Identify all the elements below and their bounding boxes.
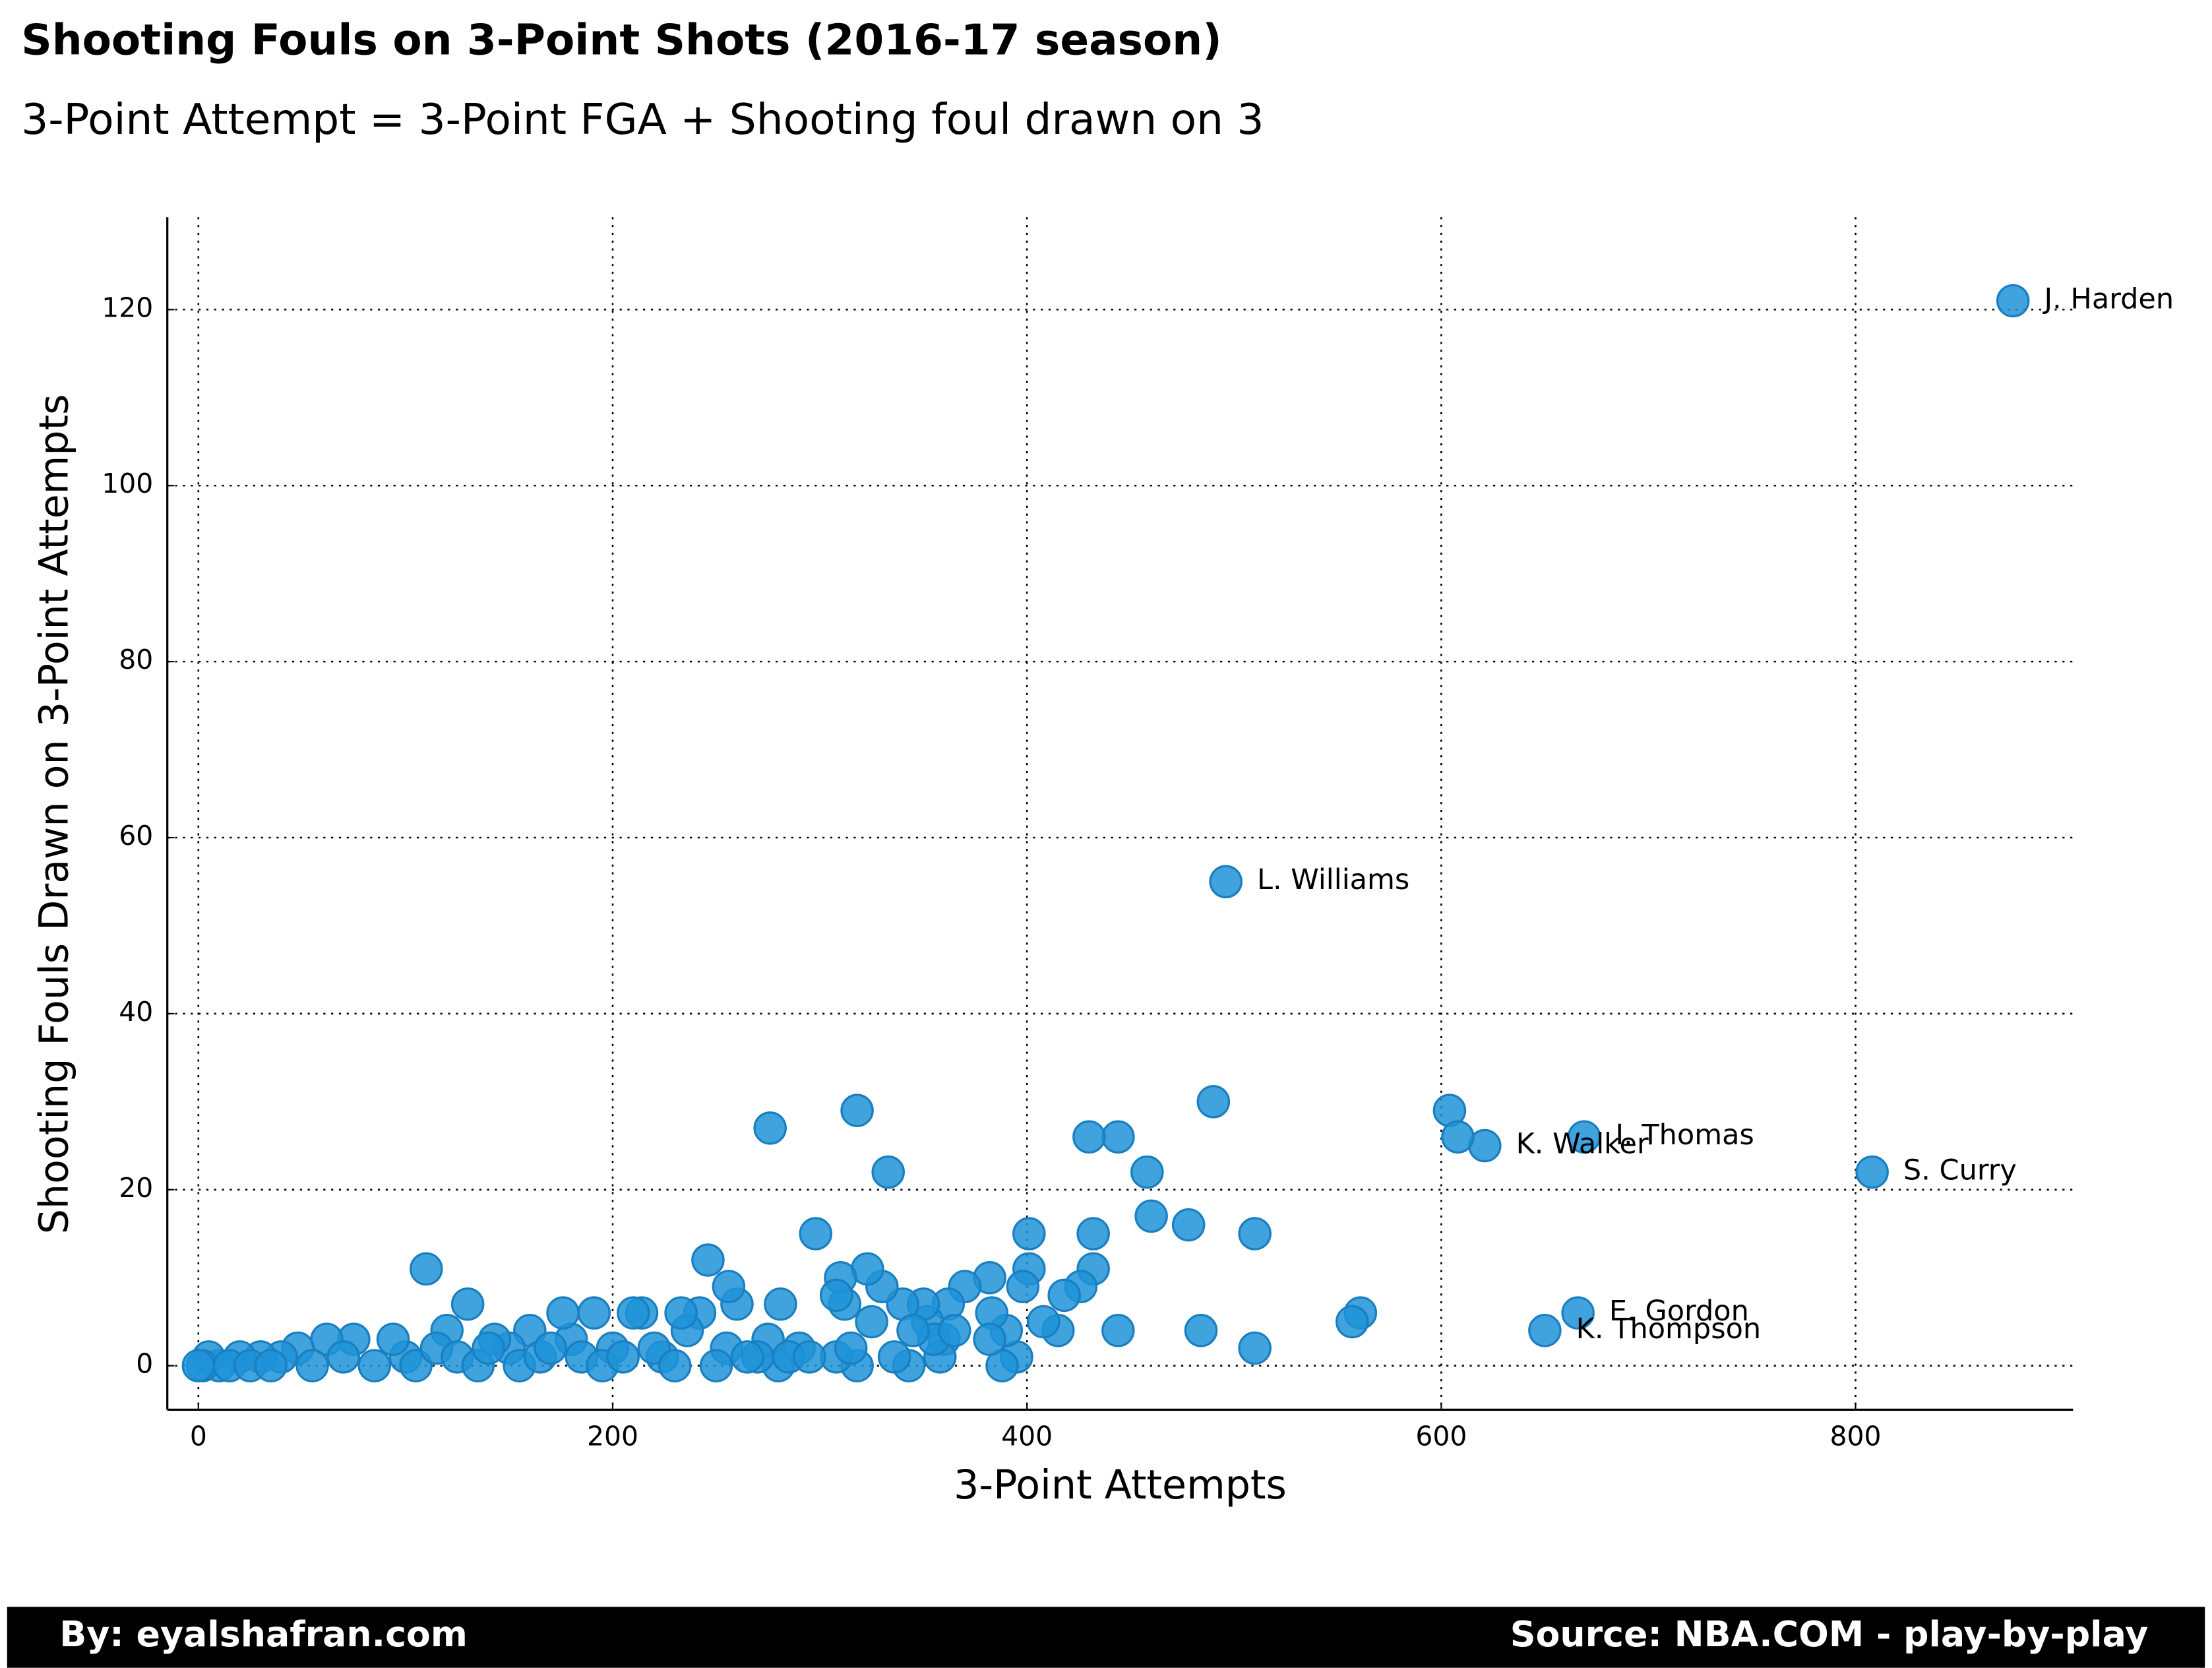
point xyxy=(450,1287,485,1321)
point xyxy=(1528,1314,1562,1347)
x-tick-label: 0 xyxy=(190,1420,207,1452)
chart-subtitle: 3-Point Attempt = 3-Point FGA + Shooting… xyxy=(21,95,1264,144)
point xyxy=(1196,1085,1231,1119)
point xyxy=(691,1243,725,1277)
point xyxy=(472,1331,505,1365)
point xyxy=(1561,1296,1595,1330)
point xyxy=(764,1287,797,1321)
point xyxy=(295,1349,329,1382)
point xyxy=(1076,1217,1110,1251)
x-tick-label: 200 xyxy=(587,1420,638,1452)
footer-bar xyxy=(7,1607,2205,1668)
chart-title: Shooting Fouls on 3-Point Shots (2016-17… xyxy=(21,15,1221,65)
y-tick-label: 60 xyxy=(119,820,153,851)
point xyxy=(617,1296,650,1330)
point-label: K. Thompson xyxy=(1576,1313,1762,1345)
point xyxy=(896,1314,930,1347)
point xyxy=(410,1252,443,1286)
point-label: J. Harden xyxy=(2043,283,2174,316)
point xyxy=(730,1340,764,1374)
point xyxy=(534,1331,568,1365)
point xyxy=(577,1296,611,1330)
point xyxy=(1209,865,1243,899)
point xyxy=(1101,1120,1135,1154)
point xyxy=(1047,1278,1081,1313)
point xyxy=(973,1322,1006,1356)
point xyxy=(254,1349,288,1382)
point xyxy=(1441,1120,1475,1154)
point xyxy=(326,1340,360,1374)
point xyxy=(1855,1155,1889,1189)
point xyxy=(1567,1120,1601,1154)
point xyxy=(799,1217,833,1251)
point xyxy=(606,1340,640,1374)
point xyxy=(1130,1155,1164,1189)
y-tick-label: 20 xyxy=(119,1172,153,1204)
point xyxy=(699,1349,733,1382)
x-tick-label: 600 xyxy=(1415,1420,1467,1452)
point xyxy=(1006,1270,1040,1303)
point xyxy=(1027,1305,1060,1339)
y-tick-label: 120 xyxy=(102,292,153,323)
point xyxy=(1101,1314,1135,1347)
point xyxy=(1012,1217,1046,1251)
point-label: L. Williams xyxy=(1257,863,1409,896)
point-label: E. Gordon xyxy=(1609,1295,1749,1328)
x-tick-label: 400 xyxy=(1001,1420,1053,1452)
x-tick-label: 800 xyxy=(1830,1420,1882,1452)
point xyxy=(376,1322,410,1356)
plot-area: 0 20 40 60 80 100 120 0 200 400 600 800 J. Harden L. … xyxy=(102,217,2174,1452)
point xyxy=(834,1331,868,1365)
point xyxy=(819,1278,853,1313)
point xyxy=(1238,1331,1272,1365)
y-axis-label: Shooting Fouls Drawn on 3-Point Attempts xyxy=(32,394,78,1235)
point xyxy=(1171,1208,1206,1242)
y-tick-label: 80 xyxy=(119,644,153,675)
point xyxy=(753,1111,787,1145)
point-label: K. Walker xyxy=(1516,1128,1649,1161)
point xyxy=(793,1340,826,1374)
point xyxy=(1184,1314,1218,1347)
point xyxy=(658,1349,692,1382)
point-label: I. Thomas xyxy=(1615,1119,1754,1152)
point xyxy=(546,1296,580,1330)
point-label: S. Curry xyxy=(1903,1154,2017,1187)
point xyxy=(1134,1199,1168,1233)
point xyxy=(877,1340,911,1374)
point xyxy=(871,1155,905,1189)
point xyxy=(664,1296,698,1330)
point xyxy=(1238,1217,1272,1251)
point xyxy=(357,1349,392,1382)
point xyxy=(1336,1305,1369,1339)
point xyxy=(840,1094,874,1127)
x-axis-label: 3-Point Attempts xyxy=(954,1462,1287,1508)
point xyxy=(1072,1120,1106,1154)
point xyxy=(712,1270,746,1303)
footer-left: By: eyalshafran.com xyxy=(59,1613,468,1655)
point xyxy=(181,1349,216,1382)
y-tick-label: 40 xyxy=(119,996,153,1028)
y-tick-label: 100 xyxy=(102,468,153,499)
footer-right: Source: NBA.COM - play-by-play xyxy=(1510,1613,2149,1655)
point xyxy=(937,1314,971,1347)
point xyxy=(855,1305,888,1339)
point xyxy=(1996,284,2030,318)
y-tick-label: 0 xyxy=(136,1348,153,1380)
